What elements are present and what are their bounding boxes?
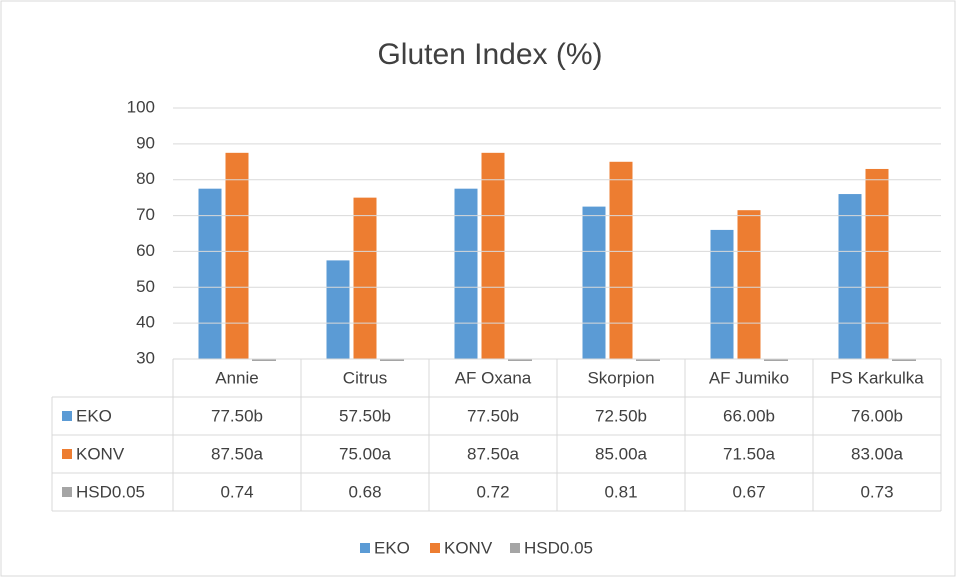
legend-label: KONV (444, 538, 493, 557)
table-cell: 0.68 (348, 482, 381, 501)
table-cell: 87.50a (467, 444, 520, 463)
legend-key (360, 543, 370, 553)
table-row-label: HSD0.05 (76, 482, 145, 501)
y-tick-label: 40 (136, 313, 155, 332)
y-tick-label: 90 (136, 133, 155, 152)
y-tick-label: 100 (127, 97, 155, 116)
table-cell: 75.00a (339, 444, 392, 463)
x-tick-label: Citrus (343, 368, 387, 387)
legend-key (510, 543, 520, 553)
x-tick-label: Skorpion (587, 368, 654, 387)
bar (198, 188, 222, 359)
bar (481, 152, 505, 359)
table-cell: 77.50b (467, 406, 519, 425)
table-row-label: EKO (76, 406, 112, 425)
bar (353, 197, 377, 359)
table-cell: 57.50b (339, 406, 391, 425)
table-legend-key (62, 487, 72, 497)
y-tick-label: 60 (136, 241, 155, 260)
y-tick-label: 50 (136, 277, 155, 296)
table-cell: 72.50b (595, 406, 647, 425)
table-cell: 0.81 (604, 482, 637, 501)
y-tick-label: 70 (136, 205, 155, 224)
table-legend-key (62, 449, 72, 459)
legend-key (430, 543, 440, 553)
table-cell: 87.50a (211, 444, 264, 463)
table-cell: 71.50a (723, 444, 776, 463)
y-tick-label: 80 (136, 169, 155, 188)
table-cell: 0.74 (220, 482, 253, 501)
bar (865, 168, 889, 359)
x-tick-label: Annie (215, 368, 258, 387)
table-cell: 0.73 (860, 482, 893, 501)
plot-area (198, 152, 916, 361)
table-row-label: KONV (76, 444, 125, 463)
bar (838, 194, 862, 359)
legend-label: HSD0.05 (524, 538, 593, 557)
bar (737, 210, 761, 359)
table-cell: 76.00b (851, 406, 903, 425)
table-cell: 0.67 (732, 482, 765, 501)
table-cell: 83.00a (851, 444, 904, 463)
chart-title: Gluten Index (%) (377, 38, 602, 71)
table-cell: 77.50b (211, 406, 263, 425)
bar (454, 188, 478, 359)
table-cell: 85.00a (595, 444, 648, 463)
y-tick-label: 30 (136, 348, 155, 367)
bar (582, 206, 606, 359)
x-tick-label: AF Oxana (455, 368, 532, 387)
bar (326, 260, 350, 359)
x-tick-label: AF Jumiko (709, 368, 789, 387)
bar (225, 152, 249, 359)
bar (609, 161, 633, 359)
bar (710, 229, 734, 359)
legend-label: EKO (374, 538, 410, 557)
table-legend-key (62, 411, 72, 421)
table-cell: 0.72 (476, 482, 509, 501)
table-cell: 66.00b (723, 406, 775, 425)
x-tick-label: PS Karkulka (830, 368, 924, 387)
